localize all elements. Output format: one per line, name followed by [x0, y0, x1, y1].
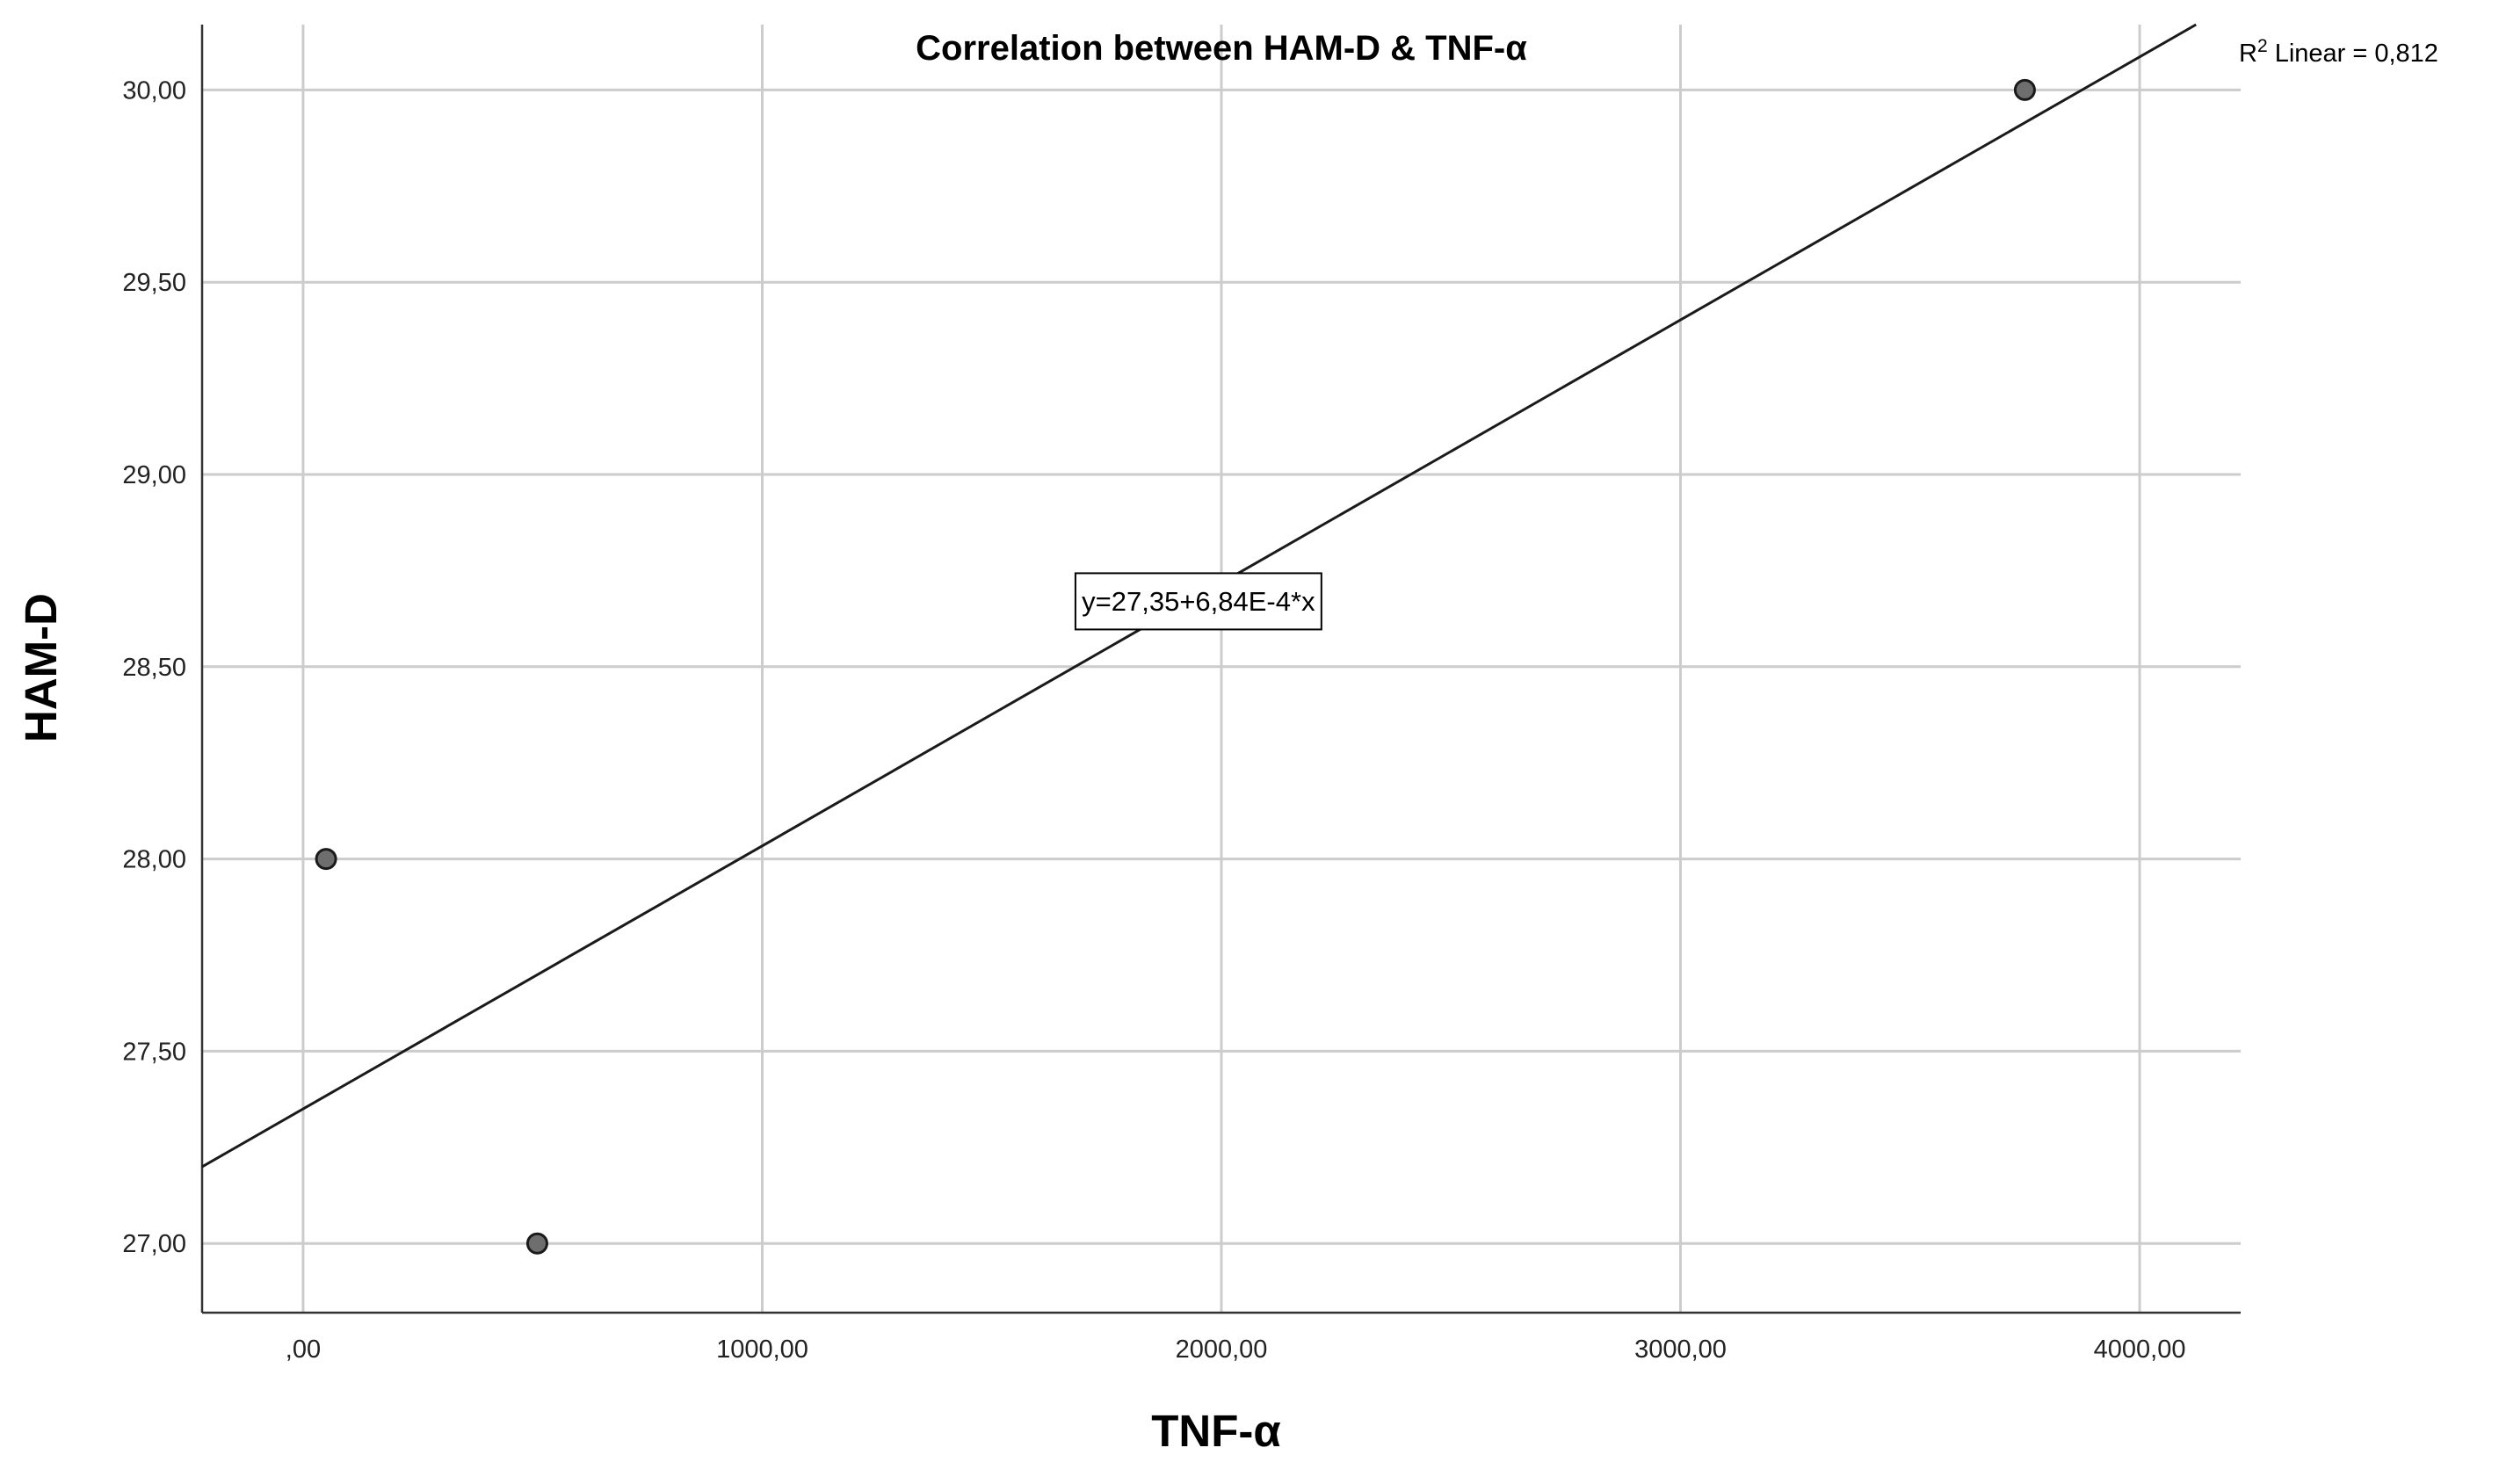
y-tick-labels: 27,00 27,50 28,00 28,50 29,00 29,50 30,00	[122, 76, 186, 1258]
r-squared-prefix: R	[2239, 40, 2257, 68]
equation-label-border	[1074, 572, 1322, 631]
x-tick-label: 1000,00	[716, 1336, 808, 1364]
y-tick-label: 27,00	[122, 1230, 186, 1258]
y-tick-label: 30,00	[122, 76, 186, 105]
x-axis-title: TNF-α	[1151, 1406, 1280, 1456]
y-tick-label: 29,50	[122, 269, 186, 297]
r-squared-superscript: 2	[2257, 36, 2268, 56]
y-tick-label: 29,00	[122, 461, 186, 489]
vertical-gridlines	[301, 25, 2141, 1313]
y-tick-label: 27,50	[122, 1038, 186, 1066]
x-tick-label: 4000,00	[2094, 1336, 2186, 1364]
x-tick-label: ,00	[286, 1336, 321, 1364]
data-points	[315, 78, 2036, 1255]
y-tick-label: 28,50	[122, 654, 186, 682]
equation-label-box: y=27,35+6,84E-4*x	[1074, 572, 1322, 631]
y-tick-label: 28,00	[122, 846, 186, 874]
r-squared-label: R2 Linear = 0,812	[2239, 36, 2438, 69]
data-point	[2013, 78, 2036, 101]
x-tick-labels: ,00 1000,00 2000,00 3000,00 4000,00	[286, 1336, 2186, 1364]
equation-label: y=27,35+6,84E-4*x	[1082, 586, 1315, 617]
data-point	[315, 848, 337, 871]
x-tick-label: 2000,00	[1176, 1336, 1268, 1364]
x-tick-label: 3000,00	[1634, 1336, 1727, 1364]
r-squared-text: Linear = 0,812	[2268, 40, 2438, 68]
data-point	[525, 1232, 548, 1255]
y-axis-title: HAM-D	[16, 593, 66, 742]
chart-title: Correlation between HAM-D & TNF-α	[916, 29, 1527, 68]
